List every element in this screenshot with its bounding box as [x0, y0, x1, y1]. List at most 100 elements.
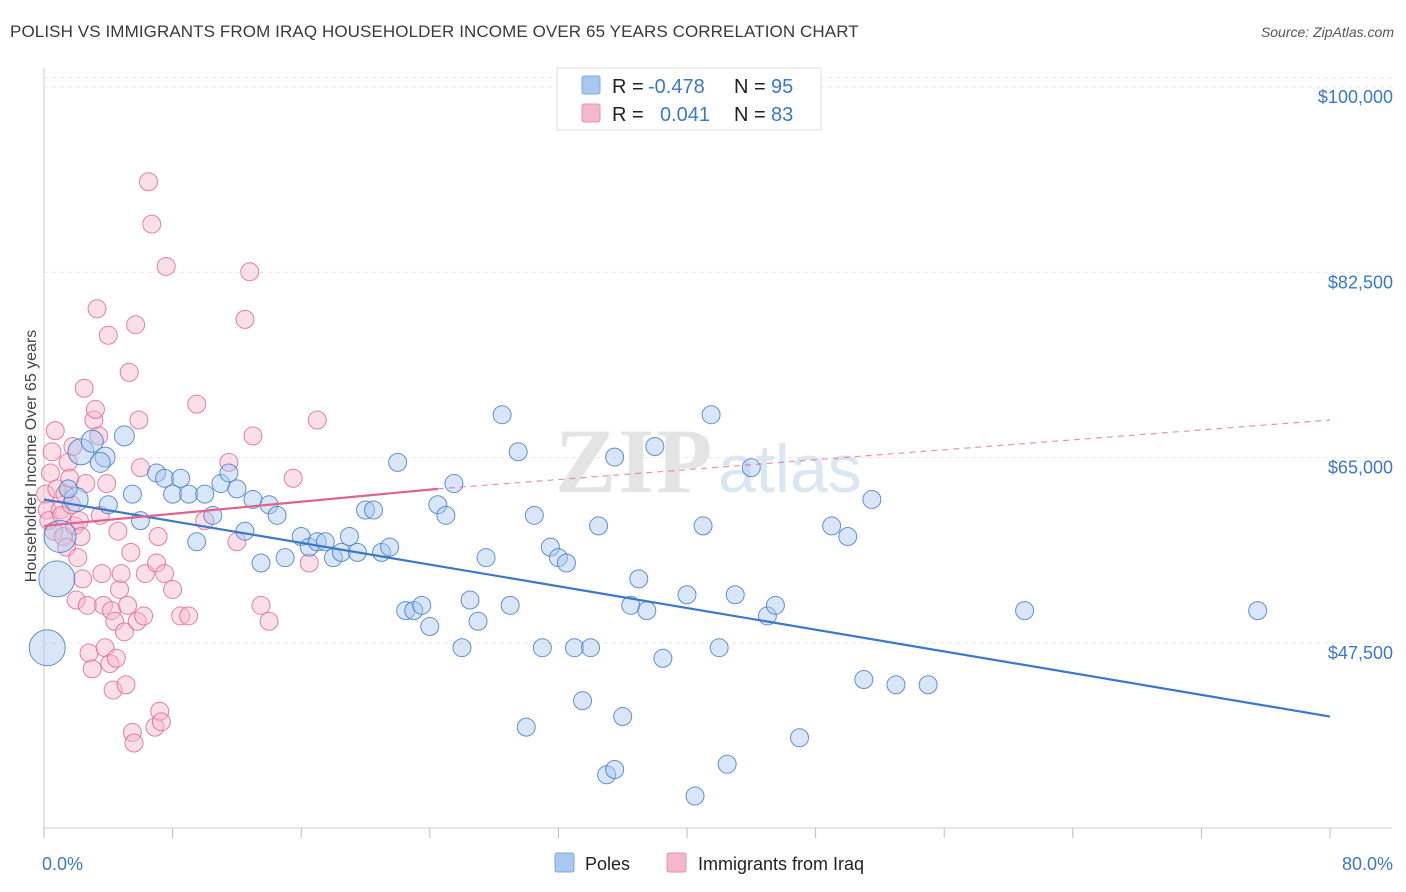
data-point — [476, 548, 496, 568]
legend-n-value-iraq: 83 — [771, 104, 793, 126]
data-point — [40, 463, 60, 483]
bottom-legend-swatch-poles — [554, 852, 575, 873]
data-point — [98, 325, 118, 345]
data-point — [103, 680, 123, 700]
data-point — [380, 537, 400, 557]
data-point — [275, 548, 295, 568]
data-point — [219, 463, 239, 483]
y-tick-label: $100,000 — [1318, 87, 1393, 107]
data-point — [460, 590, 480, 610]
data-point — [110, 579, 130, 599]
data-point — [138, 172, 158, 192]
data-point — [524, 505, 544, 525]
data-point — [42, 442, 62, 462]
legend-box — [556, 67, 822, 131]
data-point — [388, 452, 408, 472]
legend-swatch-iraq — [581, 103, 601, 123]
data-point — [589, 516, 609, 536]
data-point — [155, 468, 175, 488]
data-point — [68, 548, 88, 568]
data-point — [79, 643, 99, 663]
legend-n-value-poles: 95 — [771, 76, 793, 98]
data-point — [1015, 601, 1035, 621]
data-point — [428, 495, 448, 515]
data-point — [89, 451, 111, 473]
data-point — [516, 717, 536, 737]
data-point — [111, 564, 131, 584]
data-point — [645, 436, 665, 456]
data-point — [613, 707, 633, 727]
data-point — [92, 564, 112, 584]
y-tick-label: $65,000 — [1328, 458, 1393, 478]
data-point — [605, 447, 625, 467]
data-point — [339, 527, 359, 547]
data-point — [73, 569, 93, 589]
data-point — [637, 601, 657, 621]
data-point — [145, 717, 165, 737]
data-point — [118, 595, 138, 615]
data-point — [540, 537, 560, 557]
x-tick-label-min: 0.0% — [42, 854, 83, 874]
chart-title: POLISH VS IMMIGRANTS FROM IRAQ HOUSEHOLD… — [10, 22, 859, 41]
data-point — [556, 553, 576, 573]
data-point — [87, 299, 107, 319]
data-point — [251, 595, 271, 615]
data-point — [127, 611, 147, 631]
data-point — [130, 458, 150, 478]
data-point — [106, 648, 126, 668]
data-point — [1248, 601, 1268, 621]
bottom-legend-label-poles: Poles — [585, 854, 630, 874]
data-point — [100, 654, 120, 674]
data-point — [163, 579, 183, 599]
data-point — [240, 262, 260, 282]
data-point — [492, 405, 512, 425]
legend-n-label-poles: N = — [734, 76, 766, 98]
data-point — [147, 553, 167, 573]
data-point — [605, 759, 625, 779]
data-point — [116, 675, 136, 695]
data-point — [822, 516, 842, 536]
data-point — [709, 638, 729, 658]
data-point — [331, 542, 351, 562]
bottom-legend: Poles Immigrants from Iraq — [554, 852, 864, 874]
data-point — [155, 564, 175, 584]
x-ticks — [43, 828, 1331, 838]
data-point — [356, 500, 375, 520]
data-point — [219, 452, 239, 472]
data-point — [195, 484, 215, 504]
legend-r-value-iraq: 0.041 — [660, 104, 710, 126]
data-point — [653, 648, 673, 668]
data-point — [701, 405, 721, 425]
y-tick-label: $82,500 — [1328, 272, 1393, 292]
data-point — [227, 479, 247, 499]
data-point — [187, 532, 207, 552]
data-point — [468, 611, 488, 631]
data-point — [299, 553, 319, 573]
data-point — [307, 410, 327, 430]
data-point — [148, 527, 168, 547]
data-point — [564, 638, 584, 658]
data-point — [122, 484, 142, 504]
data-point — [452, 638, 472, 658]
data-point — [171, 606, 191, 626]
data-point — [243, 426, 263, 446]
data-point — [36, 484, 56, 504]
source-note: Source: ZipAtlas.com — [1260, 24, 1394, 40]
data-point — [251, 553, 271, 573]
data-point — [364, 500, 384, 520]
data-point — [114, 622, 134, 642]
legend-r-value-poles: -0.478 — [648, 76, 705, 98]
data-point — [886, 675, 906, 695]
data-point — [43, 520, 77, 554]
data-point — [163, 484, 183, 504]
data-point — [71, 527, 91, 547]
data-point — [124, 733, 144, 753]
data-point — [134, 606, 154, 626]
data-point — [717, 754, 737, 774]
data-point — [77, 595, 97, 615]
data-point — [412, 595, 432, 615]
data-point — [179, 484, 199, 504]
data-point — [113, 425, 135, 447]
data-point — [765, 595, 785, 615]
